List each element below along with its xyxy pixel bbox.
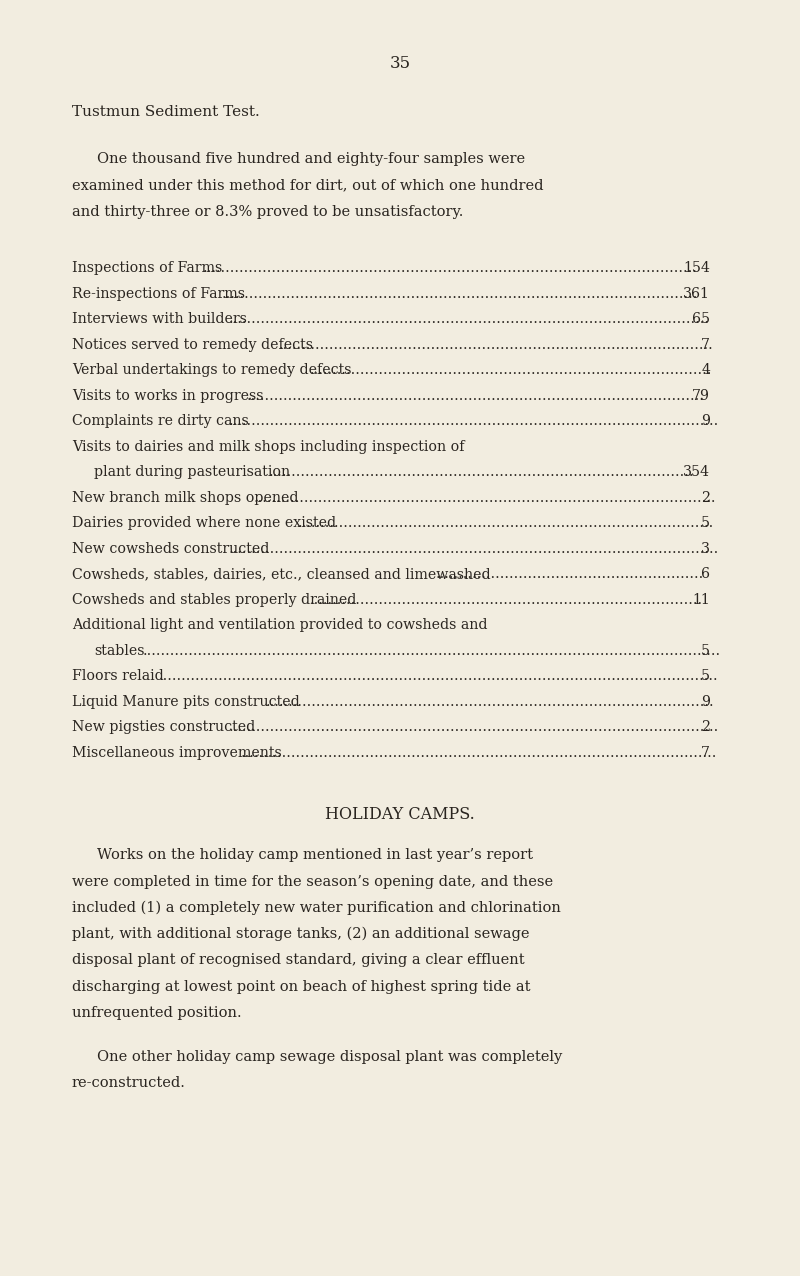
Text: Floors relaid: Floors relaid [72, 670, 164, 684]
Text: discharging at lowest point on beach of highest spring tide at: discharging at lowest point on beach of … [72, 980, 530, 994]
Text: 7: 7 [701, 746, 710, 760]
Text: 2: 2 [701, 721, 710, 735]
Text: ................................................................................: ........................................… [278, 338, 714, 352]
Text: and thirty-three or 8.3% proved to be unsatisfactory.: and thirty-three or 8.3% proved to be un… [72, 205, 463, 219]
Text: HOLIDAY CAMPS.: HOLIDAY CAMPS. [325, 806, 475, 823]
Text: plant during pasteurisation: plant during pasteurisation [94, 466, 290, 480]
Text: New cowsheds constructed: New cowsheds constructed [72, 542, 270, 556]
Text: included (1) a completely new water purification and chlorination: included (1) a completely new water puri… [72, 901, 561, 915]
Text: Re-inspections of Farms: Re-inspections of Farms [72, 287, 245, 301]
Text: 6: 6 [701, 568, 710, 582]
Text: Tustmun Sediment Test.: Tustmun Sediment Test. [72, 105, 260, 119]
Text: ................................................................................: ........................................… [203, 262, 698, 276]
Text: ................................................................................: ........................................… [310, 364, 713, 378]
Text: unfrequented position.: unfrequented position. [72, 1005, 242, 1020]
Text: Inspections of Farms: Inspections of Farms [72, 262, 222, 276]
Text: Cowsheds and stables properly drained: Cowsheds and stables properly drained [72, 593, 356, 607]
Text: plant, with additional storage tanks, (2) an additional sewage: plant, with additional storage tanks, (2… [72, 928, 530, 942]
Text: 5: 5 [701, 670, 710, 684]
Text: 65: 65 [692, 313, 710, 327]
Text: Liquid Manure pits constructed: Liquid Manure pits constructed [72, 695, 300, 709]
Text: 11: 11 [692, 593, 710, 607]
Text: Miscellaneous improvements: Miscellaneous improvements [72, 746, 282, 760]
Text: 3: 3 [701, 542, 710, 556]
Text: Interviews with builders: Interviews with builders [72, 313, 247, 327]
Text: 9: 9 [701, 415, 710, 429]
Text: Dairies provided where none existed: Dairies provided where none existed [72, 517, 336, 531]
Text: ................................................................................: ........................................… [228, 415, 718, 429]
Text: ................................................................................: ........................................… [228, 542, 718, 556]
Text: Verbal undertakings to remedy defects: Verbal undertakings to remedy defects [72, 364, 351, 378]
Text: Works on the holiday camp mentioned in last year’s report: Works on the holiday camp mentioned in l… [97, 849, 533, 863]
Text: 79: 79 [692, 389, 710, 403]
Text: ................................................................................: ........................................… [266, 695, 714, 709]
Text: Visits to dairies and milk shops including inspection of: Visits to dairies and milk shops includi… [72, 440, 465, 454]
Text: ..........................................................: ........................................… [436, 568, 704, 582]
Text: examined under this method for dirt, out of which one hundred: examined under this method for dirt, out… [72, 179, 543, 193]
Text: 4: 4 [701, 364, 710, 378]
Text: 5: 5 [701, 517, 710, 531]
Text: 7: 7 [701, 338, 710, 352]
Text: ................................................................................: ........................................… [228, 721, 718, 735]
Text: Cowsheds, stables, dairies, etc., cleansed and limewashed: Cowsheds, stables, dairies, etc., cleans… [72, 568, 490, 582]
Text: 35: 35 [390, 55, 410, 71]
Text: disposal plant of recognised standard, giving a clear effluent: disposal plant of recognised standard, g… [72, 953, 525, 967]
Text: ................................................................................: ........................................… [222, 287, 698, 301]
Text: were completed in time for the season’s opening date, and these: were completed in time for the season’s … [72, 875, 553, 888]
Text: New pigsties constructed: New pigsties constructed [72, 721, 255, 735]
Text: New branch milk shops opened: New branch milk shops opened [72, 491, 298, 505]
Text: ................................................................................: ........................................… [254, 491, 716, 505]
Text: One thousand five hundred and eighty-four samples were: One thousand five hundred and eighty-fou… [97, 152, 525, 166]
Text: 5: 5 [701, 644, 710, 658]
Text: ................................................................................: ........................................… [228, 313, 710, 327]
Text: Complaints re dirty cans: Complaints re dirty cans [72, 415, 249, 429]
Text: ................................................................................: ........................................… [247, 389, 705, 403]
Text: ................................................................................: ........................................… [159, 670, 718, 684]
Text: 154: 154 [683, 262, 710, 276]
Text: 354: 354 [683, 466, 710, 480]
Text: re-constructed.: re-constructed. [72, 1076, 186, 1090]
Text: stables: stables [94, 644, 145, 658]
Text: One other holiday camp sewage disposal plant was completely: One other holiday camp sewage disposal p… [97, 1050, 562, 1064]
Text: Visits to works in progress: Visits to works in progress [72, 389, 263, 403]
Text: ................................................................................: ........................................… [269, 466, 694, 480]
Text: 9: 9 [701, 695, 710, 709]
Text: ................................................................................: ........................................… [143, 644, 722, 658]
Text: ................................................................................: ........................................… [310, 593, 703, 607]
Text: 2: 2 [701, 491, 710, 505]
Text: Notices served to remedy defects: Notices served to remedy defects [72, 338, 313, 352]
Text: ................................................................................: ........................................… [241, 746, 717, 760]
Text: 361: 361 [683, 287, 710, 301]
Text: Additional light and ventilation provided to cowsheds and: Additional light and ventilation provide… [72, 619, 487, 633]
Text: ................................................................................: ........................................… [298, 517, 714, 531]
